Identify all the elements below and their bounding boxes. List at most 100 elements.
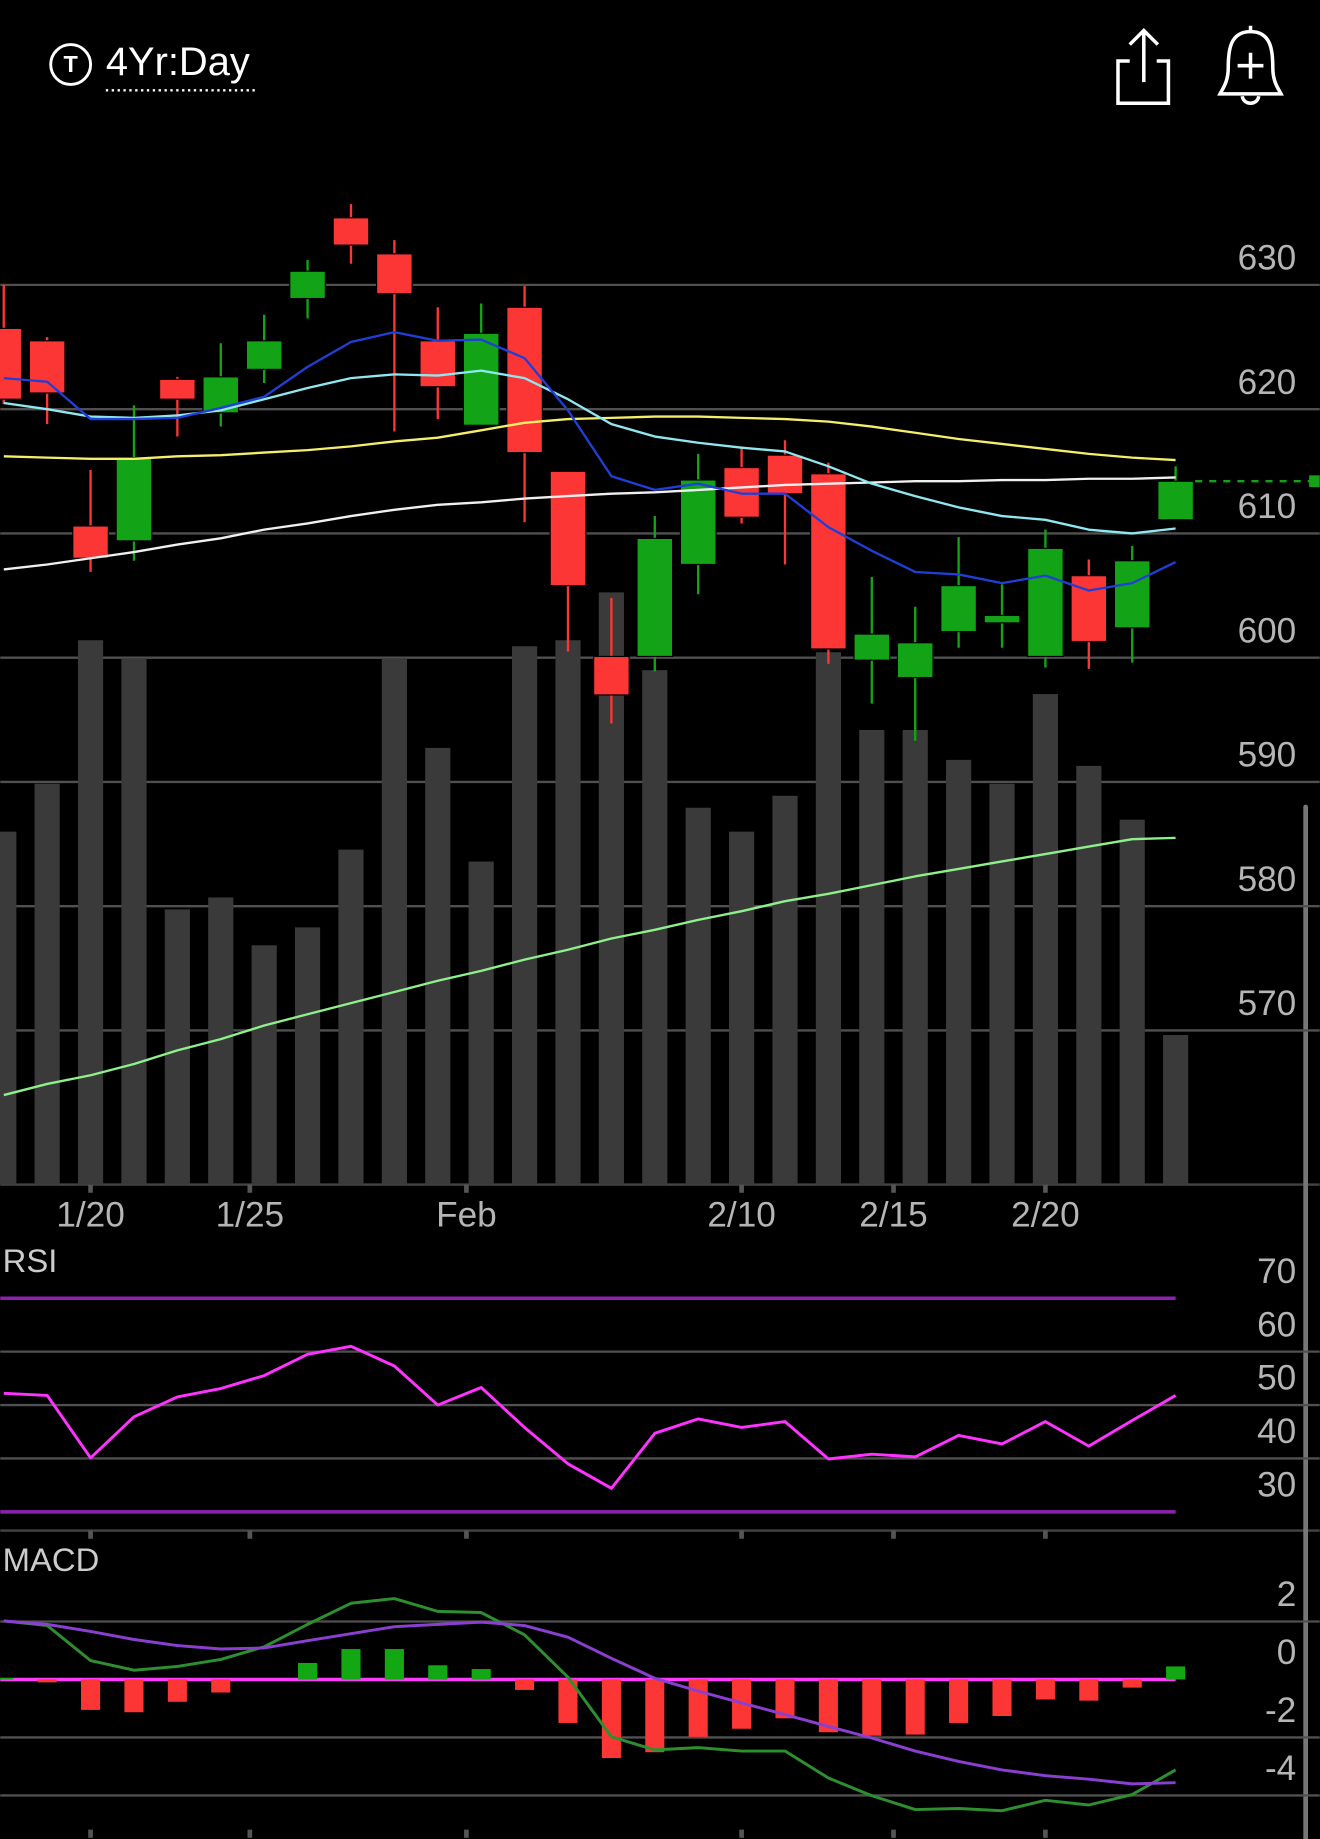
x-tick-label: 1/20 xyxy=(56,1196,124,1235)
y-tick-label: 570 xyxy=(1238,984,1297,1023)
y-tick-label: 620 xyxy=(1238,363,1297,402)
histogram-bar xyxy=(167,1679,187,1702)
candle-body xyxy=(115,457,153,542)
volume-bar xyxy=(1163,1035,1189,1185)
candle-body xyxy=(896,642,934,679)
candle-body xyxy=(723,466,760,518)
candle-body xyxy=(549,470,587,587)
line-series xyxy=(3,1344,1177,1490)
histogram-bar xyxy=(124,1679,144,1713)
histogram-bar xyxy=(384,1649,404,1680)
volume-bar xyxy=(0,831,17,1185)
candle-body xyxy=(636,537,674,658)
bell-plus xyxy=(1237,25,1264,105)
share-button[interactable] xyxy=(1116,28,1171,105)
candle-body xyxy=(810,473,847,650)
y-tick-label: 2 xyxy=(1277,1575,1297,1614)
candle-body xyxy=(766,454,804,495)
histogram-bar xyxy=(818,1679,838,1733)
y-tick-label: 30 xyxy=(1257,1466,1296,1505)
alert-button[interactable] xyxy=(1217,25,1284,105)
histogram-bar xyxy=(558,1679,578,1723)
line-series xyxy=(3,836,1176,1097)
histogram-bar xyxy=(81,1679,101,1710)
y-tick-label: 600 xyxy=(1238,611,1297,650)
candle-body xyxy=(983,614,1021,624)
histogram-bar xyxy=(0,1678,14,1680)
volume-bar xyxy=(859,729,885,1185)
candle-body xyxy=(245,340,283,370)
candle-body xyxy=(506,306,543,454)
candle-body xyxy=(332,217,370,246)
volume-bar xyxy=(511,646,538,1185)
histogram-bar xyxy=(992,1679,1012,1717)
y-tick-label: 60 xyxy=(1257,1305,1296,1344)
volume-bar xyxy=(1119,819,1145,1185)
share-box xyxy=(1116,59,1171,105)
volume-bar xyxy=(121,658,147,1185)
histogram-bar xyxy=(515,1679,535,1690)
last-price-marker xyxy=(1309,475,1320,488)
volume-bar xyxy=(77,640,104,1185)
histogram-bar xyxy=(775,1679,795,1719)
histogram-bar xyxy=(37,1679,57,1683)
x-tick-label: 2/20 xyxy=(1011,1196,1079,1235)
volume-bar xyxy=(772,795,798,1185)
volume-bar xyxy=(381,658,407,1185)
line-series xyxy=(3,415,1176,462)
histogram-bar xyxy=(905,1679,925,1735)
volume-bar xyxy=(294,927,321,1185)
ticker-icon-text: T xyxy=(63,51,78,77)
volume-bar xyxy=(815,652,841,1185)
candle-body xyxy=(593,655,630,696)
histogram-bar xyxy=(862,1679,882,1736)
histogram-bar xyxy=(601,1679,621,1759)
volume-bar xyxy=(989,783,1015,1185)
y-tick-label: 630 xyxy=(1238,239,1297,278)
line-series xyxy=(3,330,1177,592)
candle-body xyxy=(1157,480,1195,521)
volume-bar xyxy=(164,909,190,1185)
panel-title: MACD xyxy=(3,1541,100,1578)
histogram-bar xyxy=(428,1665,448,1680)
candle-body xyxy=(1113,560,1151,629)
volume-bar xyxy=(729,831,755,1185)
line-series xyxy=(3,1597,1177,1813)
candle-body xyxy=(28,340,66,394)
volume-bar xyxy=(902,729,928,1185)
range-title: 4Yr:Day xyxy=(106,40,250,84)
histogram-bar xyxy=(645,1679,665,1753)
volume-bar xyxy=(251,945,277,1185)
y-tick-label: 0 xyxy=(1277,1633,1297,1672)
histogram-bar xyxy=(211,1679,231,1693)
candle-body xyxy=(940,585,977,633)
histogram-bar xyxy=(949,1679,969,1723)
panel-title: RSI xyxy=(3,1242,58,1279)
range-selector[interactable]: T 4Yr:Day xyxy=(49,40,256,92)
candle-body xyxy=(462,332,500,426)
x-tick-label: Feb xyxy=(436,1196,497,1235)
bell xyxy=(1217,29,1284,96)
x-tick-label: 2/10 xyxy=(707,1196,775,1235)
candle-body xyxy=(679,479,717,566)
volume-bar xyxy=(1032,694,1059,1185)
volume-bar xyxy=(338,849,364,1185)
y-tick-label: -4 xyxy=(1265,1749,1296,1788)
line-series xyxy=(3,1619,1176,1786)
histogram-bar xyxy=(471,1669,491,1680)
volume-bar xyxy=(425,747,451,1185)
candle-body xyxy=(0,327,23,400)
share-arrow xyxy=(1128,28,1160,83)
volume-bar xyxy=(468,861,494,1185)
histogram-bar xyxy=(341,1649,361,1680)
y-tick-label: 40 xyxy=(1257,1412,1296,1451)
volume-bar xyxy=(946,759,972,1185)
y-tick-label: 50 xyxy=(1257,1359,1296,1398)
histogram-bar xyxy=(1122,1679,1142,1688)
candle-body xyxy=(72,525,109,559)
x-tick-label: 2/15 xyxy=(859,1196,927,1235)
candle-body xyxy=(853,633,891,661)
histogram-bar xyxy=(1079,1679,1099,1701)
